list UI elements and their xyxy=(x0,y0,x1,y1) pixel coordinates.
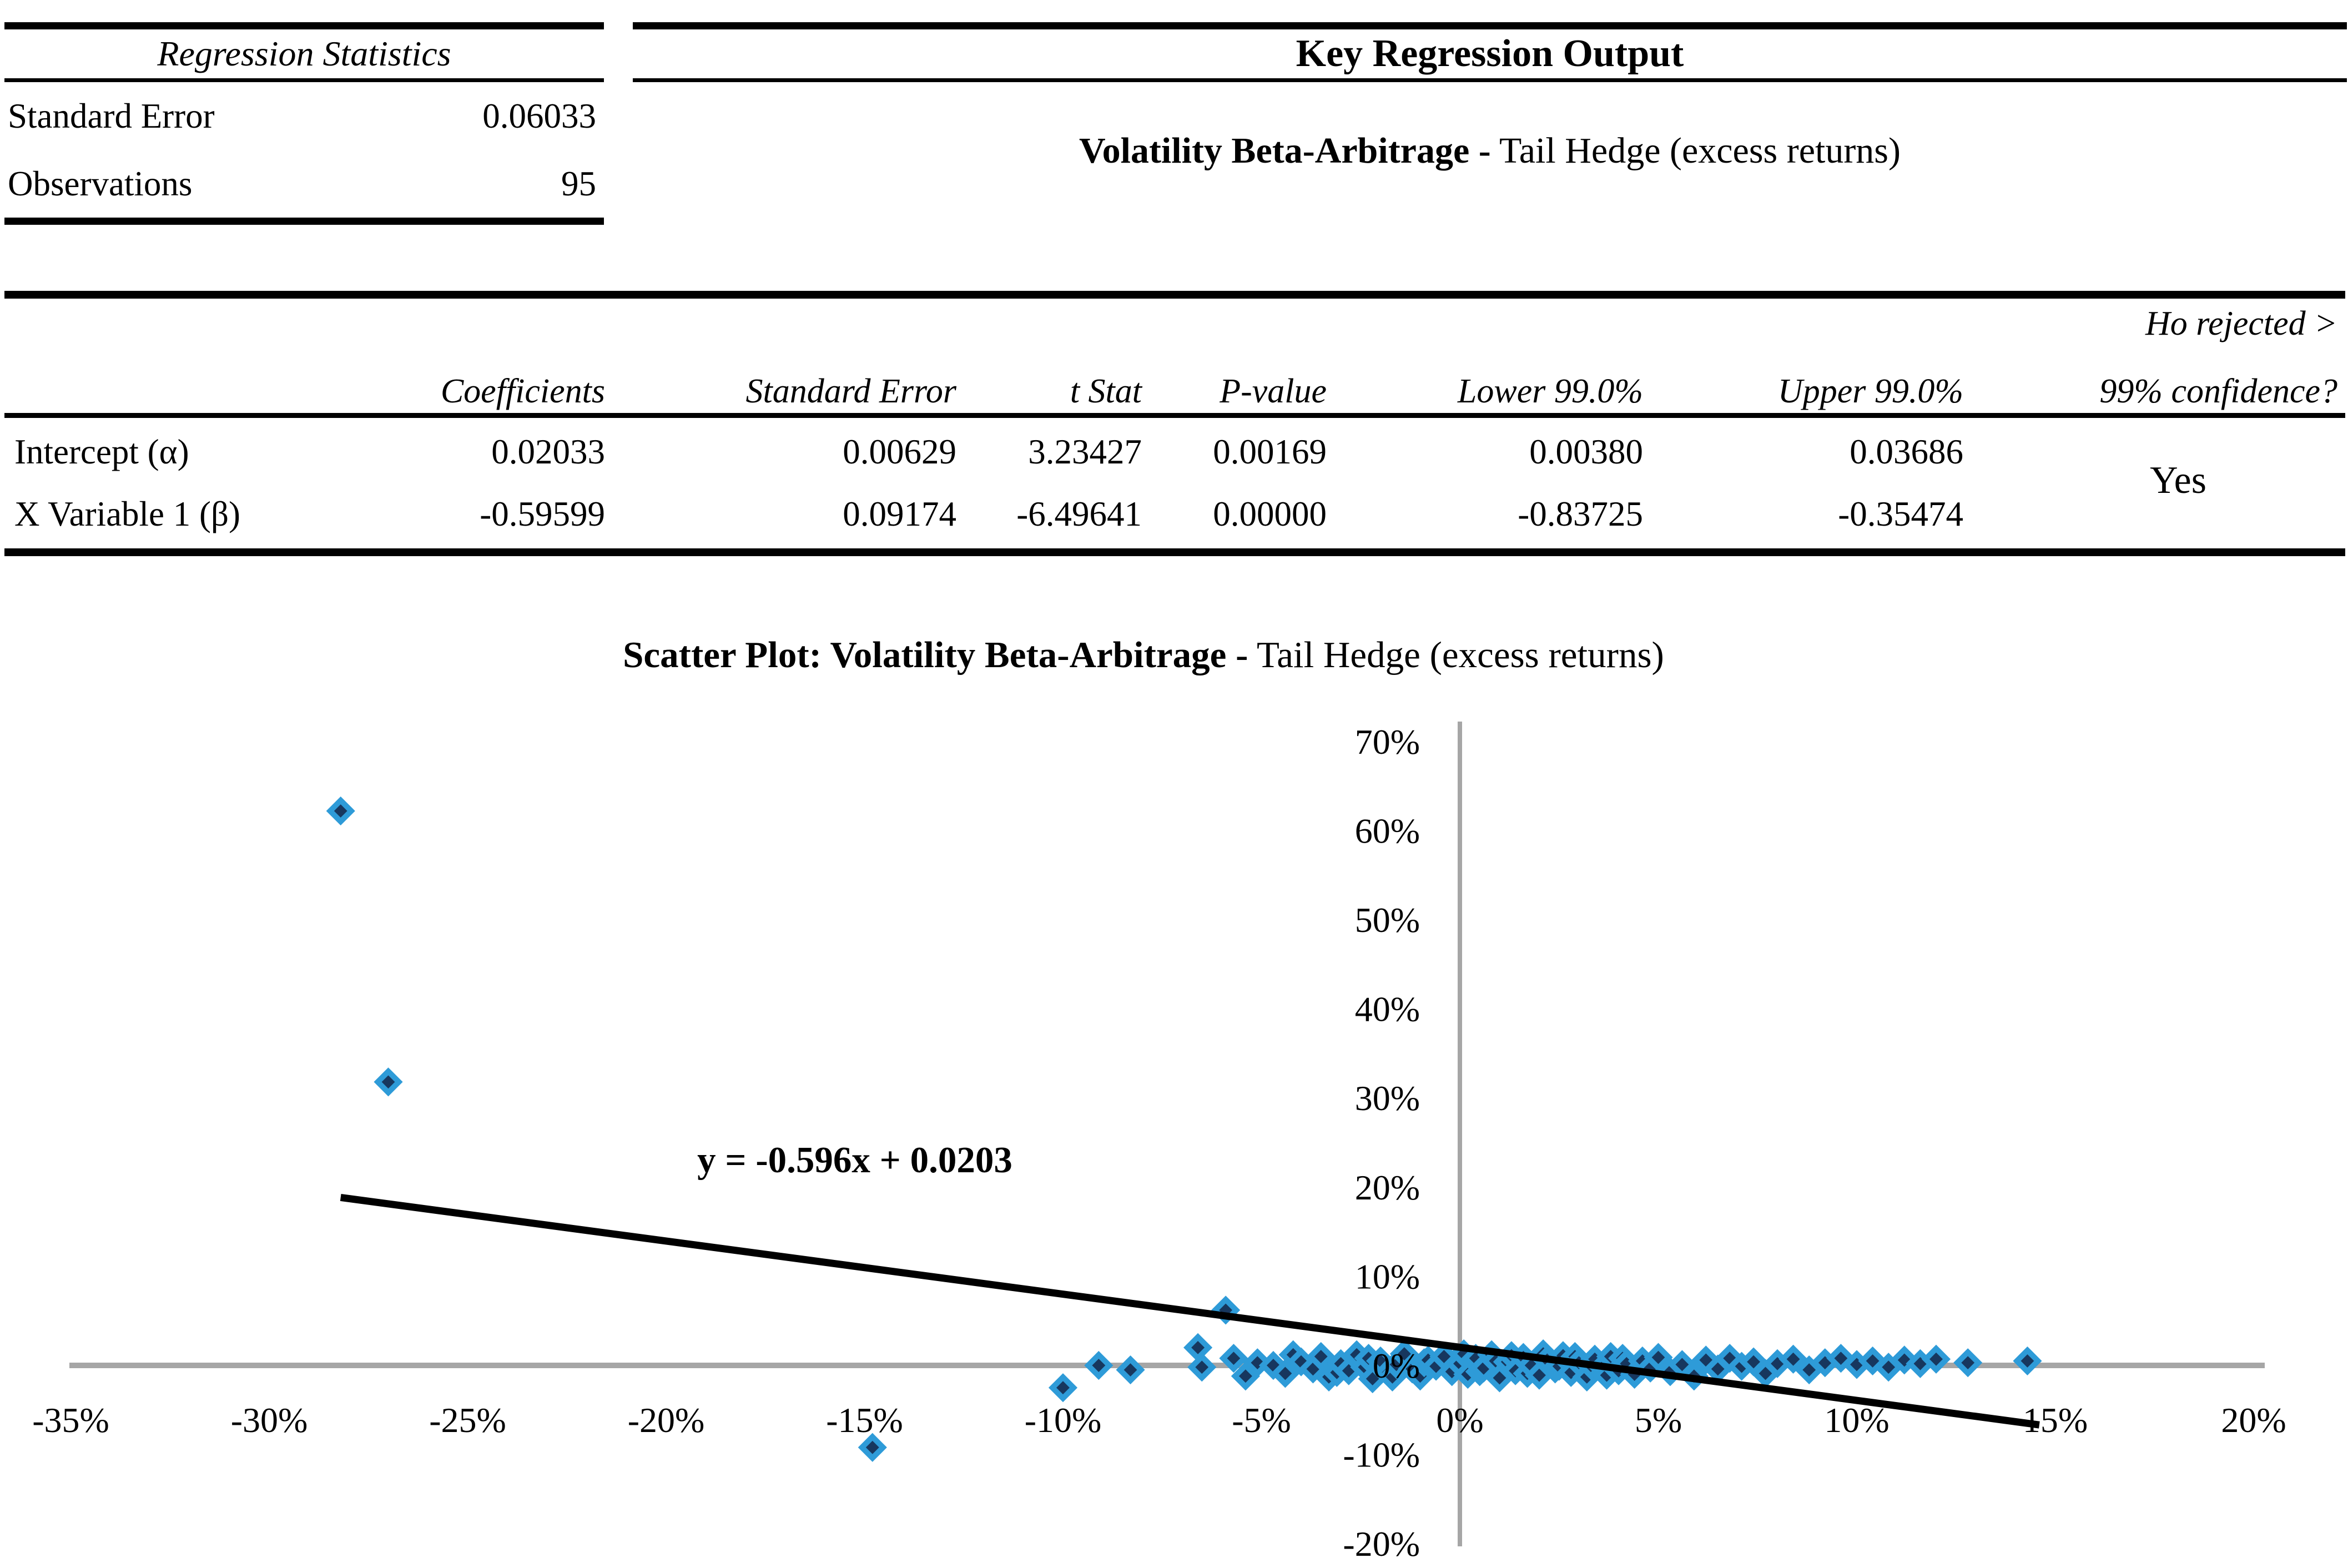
y-tick-label: 10% xyxy=(1355,1257,1420,1296)
cell-value: 0.09174 xyxy=(843,495,956,533)
table-border-bottom xyxy=(4,218,604,225)
cell-value: 0.02033 xyxy=(491,432,605,471)
cell-value: -0.83725 xyxy=(1518,495,1643,533)
chart-title-rest: Tail Hedge (excess returns) xyxy=(1248,634,1664,675)
table-row: Observations 95 xyxy=(4,150,604,218)
column-header-t-stat: t Stat xyxy=(1070,372,1142,410)
x-tick-label: 5% xyxy=(1635,1400,1682,1440)
regression-statistics-title: Regression Statistics xyxy=(157,34,451,73)
scatter-point xyxy=(1271,1359,1300,1388)
y-tick-label: 20% xyxy=(1355,1168,1420,1207)
y-tick-label: 0% xyxy=(1373,1346,1420,1385)
scatter-point xyxy=(1211,1295,1241,1325)
cell-value: -0.59599 xyxy=(480,495,605,533)
cell-value: 0.03686 xyxy=(1850,432,1963,471)
cell-value: 3.23427 xyxy=(1028,432,1142,471)
x-tick-label: 10% xyxy=(1824,1400,1889,1440)
scatter-point xyxy=(1231,1362,1260,1391)
x-tick-label: -10% xyxy=(1025,1400,1102,1440)
chart-title: Scatter Plot: Volatility Beta-Arbitrage … xyxy=(0,634,2287,677)
scatter-point xyxy=(1953,1348,1983,1378)
table-border-top xyxy=(4,22,604,29)
y-tick-label: 60% xyxy=(1355,811,1420,850)
cell-value: 0.00000 xyxy=(1213,495,1327,533)
column-header-coefficients: Coefficients xyxy=(440,372,605,410)
y-tick-label: 70% xyxy=(1355,722,1420,762)
y-tick-label: 40% xyxy=(1355,990,1420,1029)
panel-border-top xyxy=(633,22,2347,29)
regression-statistics-table: Regression Statistics Standard Error 0.0… xyxy=(4,22,604,225)
scatter-point xyxy=(1778,1344,1808,1374)
x-tick-label: -30% xyxy=(231,1400,308,1440)
scatter-point xyxy=(374,1067,403,1097)
stat-label: Observations xyxy=(8,164,193,203)
scatter-point xyxy=(1048,1373,1078,1403)
x-tick-label: -25% xyxy=(429,1400,506,1440)
strategy-subtitle: Volatility Beta-Arbitrage - Tail Hedge (… xyxy=(633,130,2347,172)
cell-value: 0.00380 xyxy=(1529,432,1643,471)
cell-value: -6.49641 xyxy=(1016,495,1142,533)
stat-value: 95 xyxy=(561,164,596,203)
stat-value: 0.06033 xyxy=(482,96,596,135)
column-header-lower-99: Lower 99.0% xyxy=(1457,372,1643,410)
chart-title-bold: Scatter Plot: Volatility Beta-Arbitrage … xyxy=(623,634,1248,675)
strategy-name: Volatility Beta-Arbitrage - xyxy=(1079,130,1491,171)
stat-label: Standard Error xyxy=(8,96,215,135)
scatter-point xyxy=(326,796,355,826)
column-header-confidence: 99% confidence? xyxy=(2099,372,2337,410)
table-divider xyxy=(4,78,604,82)
trend-line xyxy=(340,1194,2040,1429)
trend-equation-label: y = -0.596x + 0.0203 xyxy=(697,1140,1012,1181)
row-label-x-variable: X Variable 1 (β) xyxy=(14,495,241,533)
key-regression-output-panel: Key Regression Output Volatility Beta-Ar… xyxy=(633,22,2347,172)
cell-value: -0.35474 xyxy=(1838,495,1963,533)
header-divider xyxy=(4,413,2345,418)
table-row: Standard Error 0.06033 xyxy=(4,82,604,150)
coefficients-table: Ho rejected > Coefficients Standard Erro… xyxy=(4,289,2345,556)
x-tick-label: 20% xyxy=(2221,1400,2286,1440)
scatter-point xyxy=(1187,1353,1217,1382)
y-tick-label: 50% xyxy=(1355,900,1420,940)
y-tick-label: -20% xyxy=(1343,1524,1420,1564)
key-regression-output-title: Key Regression Output xyxy=(1296,32,1684,75)
x-tick-label: -35% xyxy=(32,1400,109,1440)
cell-value: 0.00169 xyxy=(1213,432,1327,471)
x-tick-label: -20% xyxy=(628,1400,705,1440)
column-header-p-value: P-value xyxy=(1220,372,1327,410)
column-header-standard-error: Standard Error xyxy=(745,372,956,410)
scatter-point xyxy=(858,1433,887,1462)
strategy-descriptor: Tail Hedge (excess returns) xyxy=(1490,130,1901,171)
scatter-point xyxy=(1644,1343,1673,1372)
x-tick-label: -5% xyxy=(1232,1400,1291,1440)
scatter-point xyxy=(1219,1344,1248,1373)
scatter-point xyxy=(1116,1355,1145,1385)
x-tick-label: 15% xyxy=(2023,1400,2088,1440)
column-header-upper-99: Upper 99.0% xyxy=(1777,372,1963,410)
y-tick-label: 30% xyxy=(1355,1078,1420,1118)
scatter-point xyxy=(1183,1333,1213,1362)
panel-divider xyxy=(633,78,2347,82)
scatter-point xyxy=(1306,1342,1336,1372)
scatter-point xyxy=(1286,1347,1316,1377)
table-border-bottom xyxy=(4,548,2345,556)
y-tick-label: -10% xyxy=(1343,1435,1420,1475)
ho-rejected-note: Ho rejected > xyxy=(2145,305,2337,342)
cell-value: 0.00629 xyxy=(843,432,956,471)
x-tick-label: 0% xyxy=(1436,1400,1483,1440)
table-border-top xyxy=(4,291,2345,299)
scatter-point xyxy=(2013,1346,2042,1376)
scatter-point xyxy=(1084,1350,1113,1380)
confidence-decision: Yes xyxy=(2150,459,2206,502)
x-tick-label: -15% xyxy=(826,1400,903,1440)
scatter-point xyxy=(1921,1344,1951,1374)
row-label-intercept: Intercept (α) xyxy=(14,432,189,471)
